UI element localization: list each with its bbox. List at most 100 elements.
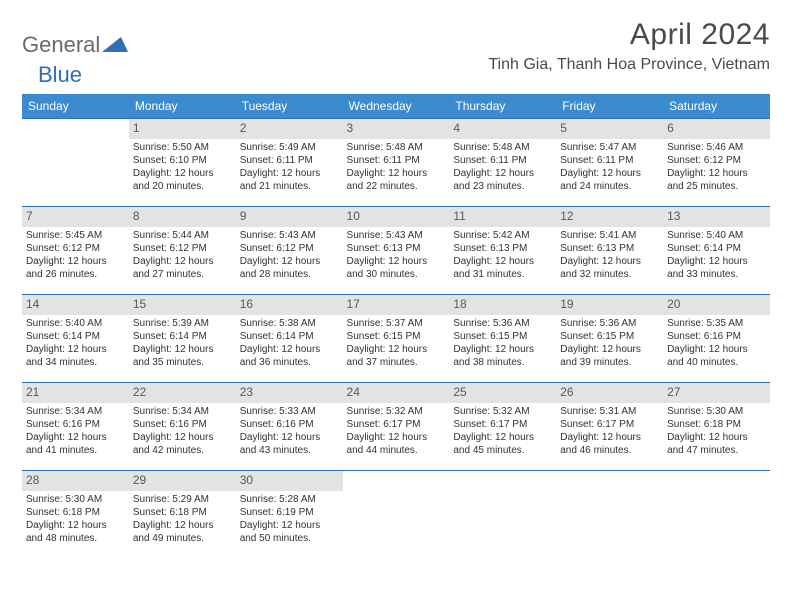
month-title: April 2024: [488, 18, 770, 52]
calendar-day-cell: 13Sunrise: 5:40 AMSunset: 6:14 PMDayligh…: [663, 207, 770, 295]
calendar-day-cell: 30Sunrise: 5:28 AMSunset: 6:19 PMDayligh…: [236, 471, 343, 559]
daylight-line: Daylight: 12 hours and 40 minutes.: [667, 343, 766, 369]
daylight-line: Daylight: 12 hours and 46 minutes.: [560, 431, 659, 457]
calendar-day-cell: 18Sunrise: 5:36 AMSunset: 6:15 PMDayligh…: [449, 295, 556, 383]
sunrise-line: Sunrise: 5:43 AM: [347, 229, 446, 242]
sunset-line: Sunset: 6:16 PM: [240, 418, 339, 431]
daylight-line: Daylight: 12 hours and 44 minutes.: [347, 431, 446, 457]
calendar-day-cell: 6Sunrise: 5:46 AMSunset: 6:12 PMDaylight…: [663, 119, 770, 207]
daylight-line: Daylight: 12 hours and 30 minutes.: [347, 255, 446, 281]
day-number: 3: [343, 119, 450, 139]
sunset-line: Sunset: 6:11 PM: [347, 154, 446, 167]
sunset-line: Sunset: 6:15 PM: [347, 330, 446, 343]
weekday-heading: Sunday: [22, 94, 129, 119]
sunset-line: Sunset: 6:17 PM: [560, 418, 659, 431]
location: Tinh Gia, Thanh Hoa Province, Vietnam: [488, 56, 770, 74]
sunrise-line: Sunrise: 5:36 AM: [560, 317, 659, 330]
day-number: 2: [236, 119, 343, 139]
day-number: 5: [556, 119, 663, 139]
day-number: 22: [129, 383, 236, 403]
sunrise-line: Sunrise: 5:42 AM: [453, 229, 552, 242]
sunrise-line: Sunrise: 5:35 AM: [667, 317, 766, 330]
day-number: 16: [236, 295, 343, 315]
calendar-day-cell: 20Sunrise: 5:35 AMSunset: 6:16 PMDayligh…: [663, 295, 770, 383]
sunset-line: Sunset: 6:18 PM: [133, 506, 232, 519]
calendar-week-row: 1Sunrise: 5:50 AMSunset: 6:10 PMDaylight…: [22, 119, 770, 207]
day-number: 23: [236, 383, 343, 403]
sunrise-line: Sunrise: 5:29 AM: [133, 493, 232, 506]
daylight-line: Daylight: 12 hours and 25 minutes.: [667, 167, 766, 193]
logo-text-general: General: [22, 32, 100, 58]
daylight-line: Daylight: 12 hours and 35 minutes.: [133, 343, 232, 369]
daylight-line: Daylight: 12 hours and 47 minutes.: [667, 431, 766, 457]
day-number: 11: [449, 207, 556, 227]
sunrise-line: Sunrise: 5:32 AM: [453, 405, 552, 418]
sunset-line: Sunset: 6:17 PM: [347, 418, 446, 431]
sunset-line: Sunset: 6:12 PM: [667, 154, 766, 167]
calendar-day-cell: 4Sunrise: 5:48 AMSunset: 6:11 PMDaylight…: [449, 119, 556, 207]
sunrise-line: Sunrise: 5:38 AM: [240, 317, 339, 330]
day-number: 9: [236, 207, 343, 227]
logo-text-blue: Blue: [38, 62, 82, 87]
sunset-line: Sunset: 6:17 PM: [453, 418, 552, 431]
sunrise-line: Sunrise: 5:43 AM: [240, 229, 339, 242]
calendar-day-cell: 29Sunrise: 5:29 AMSunset: 6:18 PMDayligh…: [129, 471, 236, 559]
sunrise-line: Sunrise: 5:46 AM: [667, 141, 766, 154]
sunset-line: Sunset: 6:18 PM: [26, 506, 125, 519]
weekday-heading: Wednesday: [343, 94, 450, 119]
daylight-line: Daylight: 12 hours and 28 minutes.: [240, 255, 339, 281]
sunset-line: Sunset: 6:12 PM: [26, 242, 125, 255]
calendar-day-cell: 11Sunrise: 5:42 AMSunset: 6:13 PMDayligh…: [449, 207, 556, 295]
calendar-week-row: 7Sunrise: 5:45 AMSunset: 6:12 PMDaylight…: [22, 207, 770, 295]
sunset-line: Sunset: 6:12 PM: [240, 242, 339, 255]
calendar-day-cell: 5Sunrise: 5:47 AMSunset: 6:11 PMDaylight…: [556, 119, 663, 207]
calendar-day-cell: 10Sunrise: 5:43 AMSunset: 6:13 PMDayligh…: [343, 207, 450, 295]
sunset-line: Sunset: 6:16 PM: [667, 330, 766, 343]
calendar-body: 1Sunrise: 5:50 AMSunset: 6:10 PMDaylight…: [22, 119, 770, 559]
weekday-heading: Saturday: [663, 94, 770, 119]
day-number: 13: [663, 207, 770, 227]
day-number: 7: [22, 207, 129, 227]
sunrise-line: Sunrise: 5:34 AM: [26, 405, 125, 418]
calendar-day-cell: 24Sunrise: 5:32 AMSunset: 6:17 PMDayligh…: [343, 383, 450, 471]
day-number: 27: [663, 383, 770, 403]
calendar-day-cell: [556, 471, 663, 559]
day-number: 25: [449, 383, 556, 403]
sunset-line: Sunset: 6:14 PM: [133, 330, 232, 343]
calendar-day-cell: 25Sunrise: 5:32 AMSunset: 6:17 PMDayligh…: [449, 383, 556, 471]
sunset-line: Sunset: 6:14 PM: [240, 330, 339, 343]
sunrise-line: Sunrise: 5:40 AM: [26, 317, 125, 330]
calendar-day-cell: 1Sunrise: 5:50 AMSunset: 6:10 PMDaylight…: [129, 119, 236, 207]
day-number: 12: [556, 207, 663, 227]
calendar-day-cell: [663, 471, 770, 559]
sunrise-line: Sunrise: 5:49 AM: [240, 141, 339, 154]
sunrise-line: Sunrise: 5:32 AM: [347, 405, 446, 418]
day-number: 4: [449, 119, 556, 139]
sunset-line: Sunset: 6:15 PM: [453, 330, 552, 343]
sunset-line: Sunset: 6:12 PM: [133, 242, 232, 255]
calendar-day-cell: 14Sunrise: 5:40 AMSunset: 6:14 PMDayligh…: [22, 295, 129, 383]
day-number: 15: [129, 295, 236, 315]
sunset-line: Sunset: 6:10 PM: [133, 154, 232, 167]
day-number: 30: [236, 471, 343, 491]
daylight-line: Daylight: 12 hours and 33 minutes.: [667, 255, 766, 281]
calendar-week-row: 21Sunrise: 5:34 AMSunset: 6:16 PMDayligh…: [22, 383, 770, 471]
sunrise-line: Sunrise: 5:36 AM: [453, 317, 552, 330]
day-number: 1: [129, 119, 236, 139]
day-number: 18: [449, 295, 556, 315]
daylight-line: Daylight: 12 hours and 50 minutes.: [240, 519, 339, 545]
daylight-line: Daylight: 12 hours and 41 minutes.: [26, 431, 125, 457]
calendar-day-cell: [343, 471, 450, 559]
daylight-line: Daylight: 12 hours and 26 minutes.: [26, 255, 125, 281]
calendar-day-cell: 27Sunrise: 5:30 AMSunset: 6:18 PMDayligh…: [663, 383, 770, 471]
day-number: 19: [556, 295, 663, 315]
sunset-line: Sunset: 6:15 PM: [560, 330, 659, 343]
sunset-line: Sunset: 6:11 PM: [560, 154, 659, 167]
weekday-heading: Monday: [129, 94, 236, 119]
sunset-line: Sunset: 6:16 PM: [133, 418, 232, 431]
sunrise-line: Sunrise: 5:48 AM: [453, 141, 552, 154]
sunset-line: Sunset: 6:11 PM: [453, 154, 552, 167]
sunset-line: Sunset: 6:11 PM: [240, 154, 339, 167]
daylight-line: Daylight: 12 hours and 49 minutes.: [133, 519, 232, 545]
weekday-header: Sunday Monday Tuesday Wednesday Thursday…: [22, 94, 770, 119]
